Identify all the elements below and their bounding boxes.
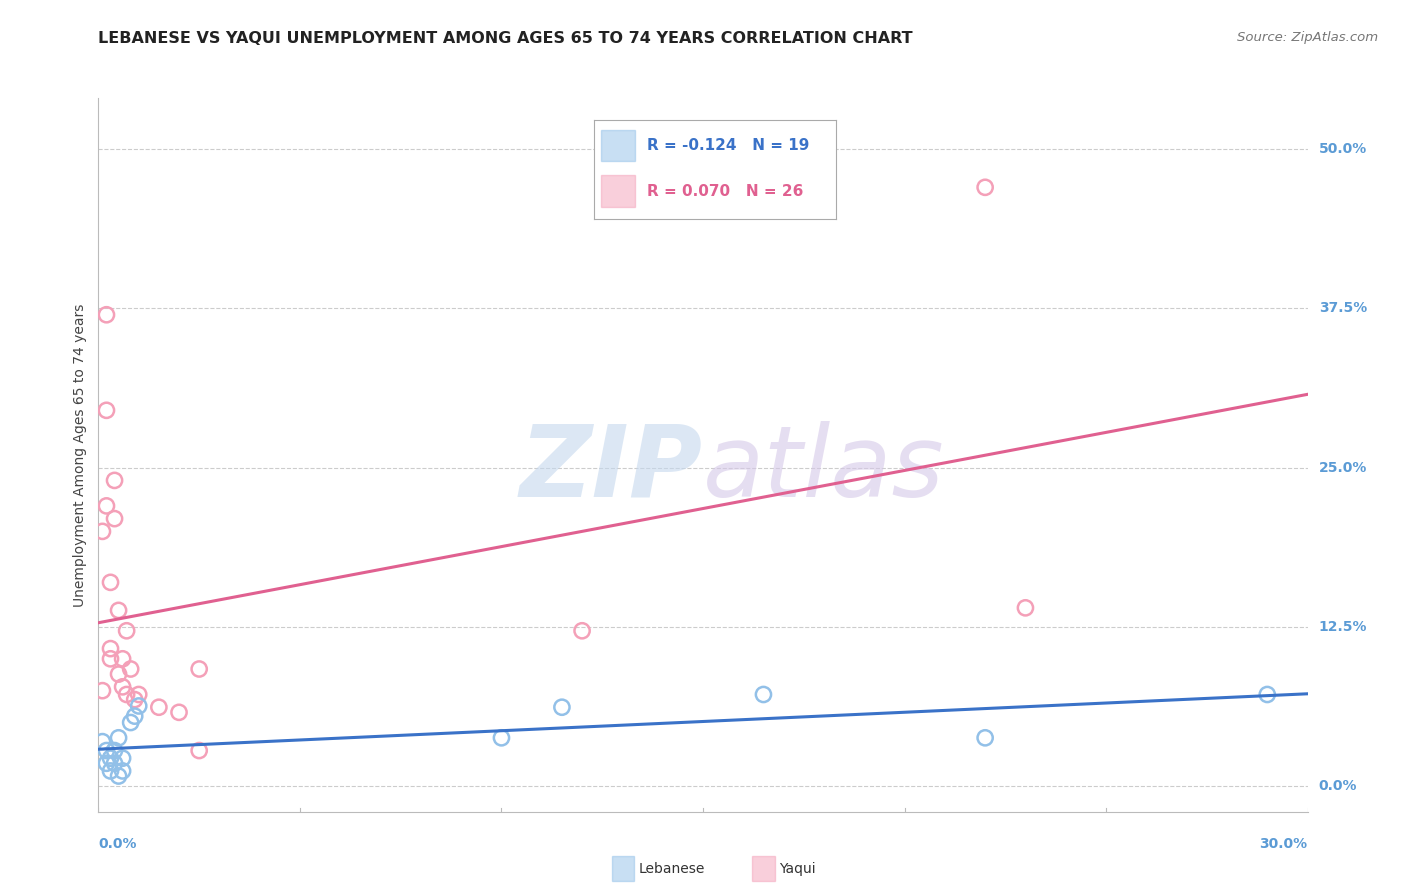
Text: R = -0.124   N = 19: R = -0.124 N = 19 bbox=[647, 138, 810, 153]
FancyBboxPatch shape bbox=[602, 129, 636, 161]
Point bbox=[188, 743, 211, 757]
Text: 0.0%: 0.0% bbox=[1319, 780, 1357, 793]
Point bbox=[103, 756, 125, 771]
Text: LEBANESE VS YAQUI UNEMPLOYMENT AMONG AGES 65 TO 74 YEARS CORRELATION CHART: LEBANESE VS YAQUI UNEMPLOYMENT AMONG AGE… bbox=[98, 31, 912, 46]
Point bbox=[128, 688, 150, 702]
Text: R = 0.070   N = 26: R = 0.070 N = 26 bbox=[647, 184, 804, 199]
Point bbox=[491, 731, 513, 745]
Point bbox=[103, 511, 125, 525]
Point bbox=[96, 499, 118, 513]
Point bbox=[100, 652, 122, 666]
Point bbox=[91, 683, 114, 698]
Point bbox=[96, 743, 118, 757]
Point bbox=[91, 734, 114, 748]
Point bbox=[103, 743, 125, 757]
Point bbox=[120, 662, 142, 676]
Text: 12.5%: 12.5% bbox=[1319, 620, 1367, 634]
Text: 50.0%: 50.0% bbox=[1319, 142, 1367, 156]
Point bbox=[91, 524, 114, 539]
Point bbox=[974, 180, 997, 194]
Point bbox=[124, 709, 146, 723]
Text: atlas: atlas bbox=[703, 421, 945, 517]
Point bbox=[96, 756, 118, 771]
Point bbox=[148, 700, 170, 714]
Text: 37.5%: 37.5% bbox=[1319, 301, 1367, 316]
FancyBboxPatch shape bbox=[602, 176, 636, 208]
Point bbox=[107, 769, 129, 783]
Y-axis label: Unemployment Among Ages 65 to 74 years: Unemployment Among Ages 65 to 74 years bbox=[73, 303, 87, 607]
Point bbox=[188, 662, 211, 676]
Point bbox=[96, 308, 118, 322]
Point bbox=[107, 667, 129, 681]
Point bbox=[1014, 600, 1036, 615]
Point bbox=[167, 706, 190, 720]
Point bbox=[551, 700, 574, 714]
Point bbox=[107, 603, 129, 617]
Text: ZIP: ZIP bbox=[520, 421, 703, 517]
Point bbox=[100, 641, 122, 656]
Point bbox=[100, 764, 122, 778]
Point bbox=[124, 692, 146, 706]
Point bbox=[111, 751, 134, 765]
Text: Source: ZipAtlas.com: Source: ZipAtlas.com bbox=[1237, 31, 1378, 45]
Point bbox=[120, 715, 142, 730]
Point bbox=[974, 731, 997, 745]
Point bbox=[107, 731, 129, 745]
Text: 25.0%: 25.0% bbox=[1319, 460, 1367, 475]
Point bbox=[115, 624, 138, 638]
Point bbox=[96, 403, 118, 417]
Point bbox=[111, 652, 134, 666]
Point bbox=[100, 575, 122, 590]
Point bbox=[100, 751, 122, 765]
Point bbox=[1256, 688, 1278, 702]
Text: 0.0%: 0.0% bbox=[98, 837, 136, 851]
Point bbox=[128, 698, 150, 713]
Point bbox=[571, 624, 593, 638]
Point bbox=[752, 688, 775, 702]
Point bbox=[111, 680, 134, 694]
Text: Yaqui: Yaqui bbox=[779, 862, 815, 876]
Point bbox=[115, 688, 138, 702]
Text: Lebanese: Lebanese bbox=[638, 862, 704, 876]
Point bbox=[111, 764, 134, 778]
Point bbox=[103, 474, 125, 488]
Text: 30.0%: 30.0% bbox=[1260, 837, 1308, 851]
